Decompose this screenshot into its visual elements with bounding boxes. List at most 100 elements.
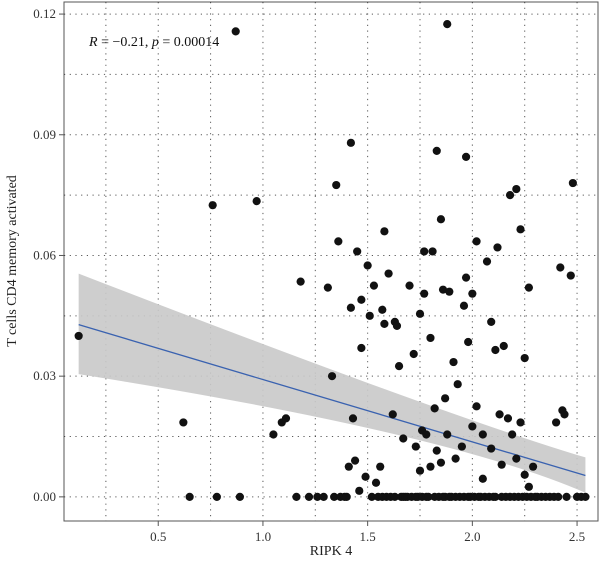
data-point: [430, 404, 439, 413]
data-point: [441, 394, 450, 403]
fit-line: [78, 324, 586, 477]
p-value: = 0.00014: [159, 35, 219, 50]
data-point: [512, 184, 521, 194]
data-point: [424, 492, 433, 501]
data-point: [231, 27, 240, 36]
regression-line: [78, 324, 586, 477]
data-point: [468, 422, 477, 431]
data-point: [443, 20, 452, 29]
y-tick-label: 0.12: [33, 6, 56, 21]
data-point: [365, 311, 374, 320]
data-point: [432, 146, 441, 155]
data-point: [281, 414, 291, 423]
data-point: [568, 178, 577, 188]
x-tick-label: 2.5: [569, 529, 585, 544]
data-point: [457, 442, 466, 451]
data-point: [516, 225, 525, 234]
data-point: [392, 321, 402, 330]
x-tick-label: 1.5: [360, 529, 376, 544]
data-point: [472, 402, 481, 411]
data-point: [482, 257, 492, 266]
data-point: [371, 478, 381, 487]
data-point: [443, 430, 452, 439]
data-point: [252, 197, 261, 206]
data-point: [478, 430, 487, 439]
data-point: [346, 303, 355, 312]
data-point: [512, 454, 521, 463]
data-point: [468, 289, 477, 298]
data-point: [495, 410, 504, 419]
data-point: [411, 442, 420, 451]
data-point: [367, 492, 376, 501]
data-point: [350, 456, 360, 465]
data-point: [493, 243, 502, 252]
data-point: [491, 345, 500, 355]
data-point: [415, 309, 425, 318]
data-point: [342, 492, 351, 501]
data-point: [438, 285, 448, 294]
data-point: [436, 458, 446, 467]
data-point: [426, 333, 435, 343]
data-point: [461, 273, 471, 282]
data-point: [459, 301, 469, 310]
x-tick-label: 0.5: [150, 529, 166, 544]
data-point: [348, 414, 358, 423]
data-point: [363, 261, 372, 270]
data-point: [581, 492, 590, 501]
y-tick-label: 0.00: [33, 489, 56, 504]
data-point: [508, 430, 517, 439]
data-point: [422, 430, 431, 439]
data-point: [516, 418, 525, 427]
data-point: [478, 474, 487, 483]
data-point: [378, 305, 387, 314]
x-axis-ticks: 0.5 1.0 1.5 2.0 2.5: [150, 521, 585, 544]
data-point: [472, 237, 481, 246]
data-point: [436, 215, 446, 224]
data-point: [212, 492, 221, 501]
data-point: [327, 372, 337, 381]
data-points: [74, 20, 590, 501]
data-point: [399, 434, 408, 443]
y-axis-ticks: 0.00 0.03 0.06 0.09 0.12: [33, 6, 64, 504]
data-point: [330, 492, 339, 501]
data-point: [409, 349, 418, 359]
correlation-annotation: R = −0.21, p = 0.00014: [88, 35, 219, 50]
data-point: [313, 492, 322, 501]
data-point: [528, 462, 538, 471]
data-point: [185, 492, 194, 501]
data-point: [487, 317, 496, 326]
data-point: [74, 331, 83, 341]
data-point: [323, 283, 332, 292]
data-point: [179, 418, 188, 427]
data-point: [319, 492, 328, 501]
data-point: [269, 430, 278, 439]
data-point: [556, 263, 565, 272]
data-point: [560, 410, 569, 419]
data-point: [451, 454, 460, 463]
data-point: [380, 319, 389, 328]
data-point: [520, 353, 529, 363]
data-point: [353, 247, 362, 256]
data-point: [552, 418, 561, 427]
data-point: [357, 295, 366, 304]
r-symbol: R: [88, 35, 98, 50]
data-point: [566, 271, 575, 280]
data-point: [292, 492, 301, 501]
x-tick-label: 1.0: [255, 529, 271, 544]
grid: [64, 2, 598, 521]
y-tick-label: 0.06: [33, 247, 56, 262]
data-point: [445, 287, 454, 296]
data-point: [520, 470, 529, 479]
p-symbol: p: [151, 35, 159, 50]
data-point: [332, 180, 341, 190]
data-point: [380, 227, 389, 236]
data-point: [355, 486, 364, 495]
data-point: [208, 201, 217, 210]
data-point: [426, 462, 435, 471]
data-point: [415, 466, 425, 475]
data-point: [524, 283, 533, 292]
data-point: [420, 289, 429, 298]
data-point: [499, 341, 508, 351]
data-point: [296, 277, 305, 286]
